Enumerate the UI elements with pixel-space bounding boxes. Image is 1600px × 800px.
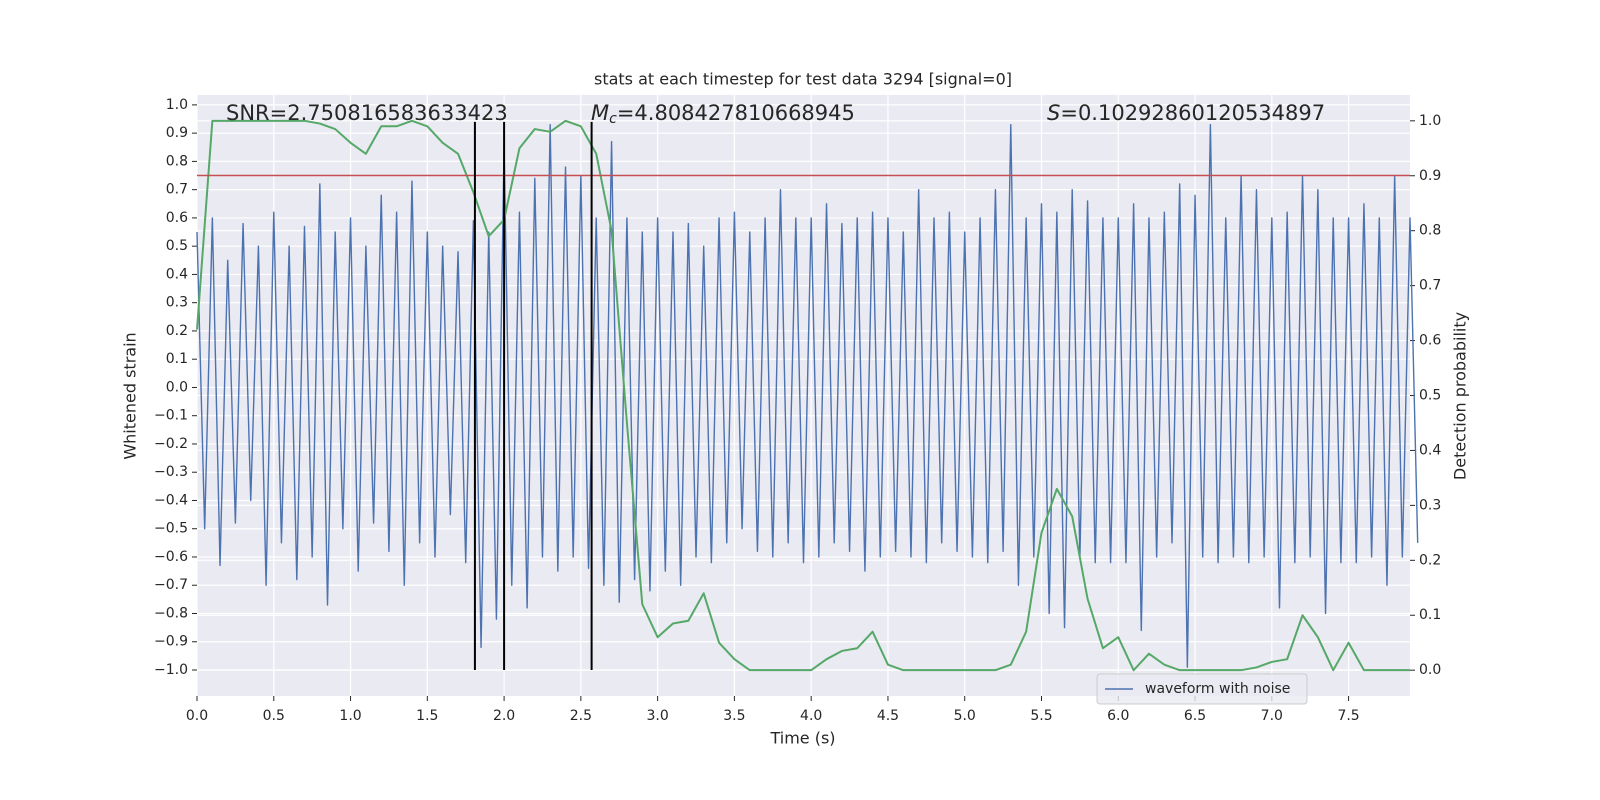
- x-tick-label: 4.5: [877, 708, 899, 724]
- y2-axis-label: Detection probability: [1451, 312, 1470, 480]
- annotation-subscript: c: [609, 111, 617, 127]
- y2-tick-label: 0.5: [1419, 388, 1441, 404]
- x-tick-label: 1.0: [339, 708, 361, 724]
- y2-tick-label: 0.7: [1419, 278, 1441, 294]
- y-tick-label: −0.4: [154, 492, 188, 508]
- y-tick-label: −1.0: [154, 662, 188, 678]
- y-tick-label: −0.8: [154, 605, 188, 621]
- x-tick-label: 3.0: [647, 708, 669, 724]
- y-tick-label: −0.9: [154, 634, 188, 650]
- y-tick-label: −0.5: [154, 521, 188, 537]
- x-tick-label: 4.0: [800, 708, 822, 724]
- legend-box: [1096, 673, 1308, 705]
- x-tick-label: 1.5: [416, 708, 438, 724]
- x-tick-label: 2.0: [493, 708, 515, 724]
- x-tick-label: 5.0: [954, 708, 976, 724]
- x-tick-label: 6.0: [1107, 708, 1129, 724]
- y-tick-label: 0.9: [166, 125, 188, 141]
- y-tick-label: 0.3: [166, 295, 188, 311]
- annotation: SNR=2.750816583633423: [226, 101, 508, 125]
- legend-label: waveform with noise: [1145, 681, 1290, 697]
- y-tick-label: −0.1: [154, 408, 188, 424]
- y-tick-label: −0.3: [154, 464, 188, 480]
- x-tick-label: 2.5: [570, 708, 592, 724]
- x-tick-label: 7.0: [1261, 708, 1283, 724]
- y-tick-label: 0.0: [166, 379, 188, 395]
- y2-tick-label: 0.9: [1419, 168, 1441, 184]
- y-tick-label: 0.2: [166, 323, 188, 339]
- annotation-text: =0.10292860120534897: [1060, 101, 1325, 125]
- y-tick-label: 0.4: [166, 266, 188, 282]
- y2-tick-label: 0.1: [1419, 607, 1441, 623]
- annotation-symbol: S: [1047, 101, 1060, 125]
- y-tick-label: 0.1: [166, 351, 188, 367]
- annotation-text: SNR=2.750816583633423: [226, 101, 508, 125]
- grid: [196, 95, 1410, 696]
- x-tick-label: 0.0: [186, 708, 208, 724]
- y2-tick-label: 1.0: [1419, 113, 1441, 129]
- y2-tick-label: 0.6: [1419, 333, 1441, 349]
- y-tick-label: −0.7: [154, 577, 188, 593]
- y2-tick-label: 0.3: [1419, 497, 1441, 513]
- x-axis-label: Time (s): [769, 729, 835, 748]
- series-line: [196, 123, 1419, 668]
- y-tick-label: 1.0: [166, 97, 188, 113]
- series-line: [196, 119, 1410, 672]
- annotation: Mc=4.808427810668945: [591, 101, 855, 127]
- annotation-text: =4.808427810668945: [617, 101, 855, 125]
- x-tick-label: 0.5: [263, 708, 285, 724]
- annotation: S=0.10292860120534897: [1047, 101, 1325, 125]
- y2-tick-label: 0.2: [1419, 552, 1441, 568]
- y-axis-label: Whitened strain: [121, 332, 140, 459]
- x-tick-label: 7.5: [1337, 708, 1359, 724]
- x-tick-label: 5.5: [1030, 708, 1052, 724]
- y2-tick-label: 0.8: [1419, 223, 1441, 239]
- chart-title: stats at each timestep for test data 329…: [594, 70, 1012, 89]
- y2-tick-label: 0.4: [1419, 442, 1441, 458]
- y-tick-label: 0.8: [166, 153, 188, 169]
- y2-tick-label: 0.0: [1419, 662, 1441, 678]
- x-tick-label: 6.5: [1184, 708, 1206, 724]
- annotation-symbol: M: [591, 101, 609, 125]
- y-tick-label: −0.6: [154, 549, 188, 565]
- y-tick-label: 0.5: [166, 238, 188, 254]
- y-tick-label: 0.6: [166, 210, 188, 226]
- y-tick-label: 0.7: [166, 182, 188, 198]
- x-tick-label: 3.5: [723, 708, 745, 724]
- y-tick-label: −0.2: [154, 436, 188, 452]
